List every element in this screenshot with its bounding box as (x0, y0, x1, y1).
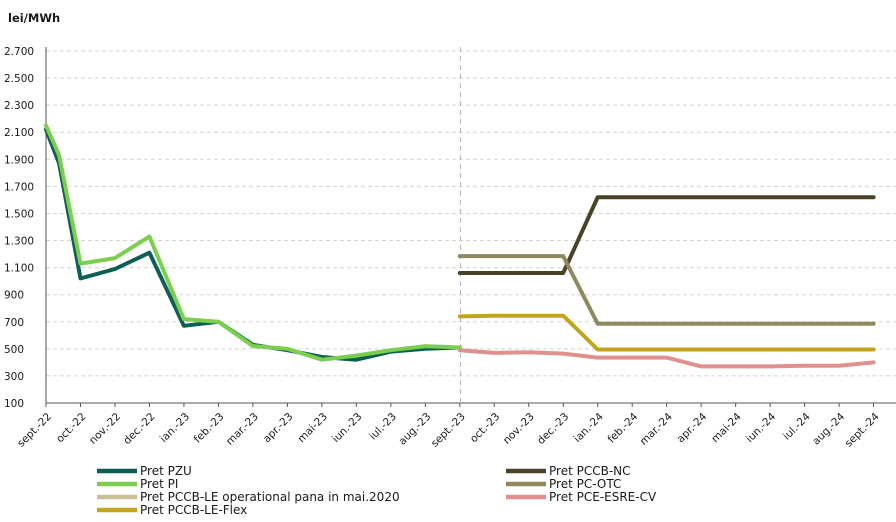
y-tick-label: 1.100 (4, 263, 34, 275)
legend-label: Pret PC-OTC (549, 477, 621, 491)
series-line-pret-pccb-nc (457, 195, 876, 275)
x-tick-label: nov.-22 (87, 411, 123, 447)
x-tick-label: ian.-24 (572, 410, 607, 445)
y-tick-label: 1.500 (4, 208, 34, 220)
y-tick-label: 700 (4, 317, 24, 329)
x-tick-label: apr.-23 (261, 411, 296, 446)
y-axis-ticks: 100 300 500 700 900 1.100 1.300 1.500 1.700 1.900… (4, 46, 34, 410)
x-tick-label: sept.-23 (429, 411, 468, 450)
x-tick-label: aug.-23 (396, 411, 433, 448)
x-tick-label: oct.-22 (54, 411, 89, 446)
y-tick-label: 2.100 (4, 127, 34, 139)
x-tick-label: sept.-22 (15, 411, 54, 450)
y-tick-label: 500 (4, 344, 24, 356)
y-tick-label: 1.300 (4, 236, 34, 248)
y-tick-label: 2.500 (4, 73, 34, 85)
x-tick-label: ian.-23 (158, 411, 192, 445)
x-tick-label: mai-23 (296, 411, 330, 445)
y-tick-label: 1.700 (4, 181, 34, 193)
y-tick-label: 100 (4, 398, 24, 410)
series-line-pret-pccb-le-flex (457, 313, 876, 352)
y-tick-label: 2.700 (4, 46, 34, 58)
x-tick-label: mai-24 (709, 410, 744, 445)
y-axis-label: lei/MWh (8, 11, 60, 25)
legend-label: Pret PCCB-LE operational pana in mai.202… (140, 490, 400, 504)
x-tick-label: iun.-24 (744, 410, 779, 445)
series-line-pret-pce-esre-cv (457, 348, 876, 369)
y-tick-label: 300 (4, 371, 24, 383)
x-tick-label: feb.-23 (192, 411, 227, 446)
legend-label: Pret PI (140, 477, 178, 491)
x-tick-label: mar.-23 (224, 411, 261, 448)
legend-label: Pret PCCB-NC (549, 464, 631, 478)
series-line-pret-pzu (44, 127, 462, 362)
x-tick-label: apr.-24 (675, 410, 710, 445)
x-tick-label: nov.-23 (501, 411, 537, 447)
x-tick-label: feb.-24 (605, 410, 640, 445)
x-tick-label: dec.-22 (121, 411, 157, 447)
x-tick-label: iul.-24 (781, 410, 813, 442)
x-tick-label: aug.-24 (810, 410, 847, 447)
legend-label: Pret PCCB-LE-Flex (140, 503, 247, 517)
series-line-pret-pc-otc (457, 254, 876, 326)
y-tick-label: 2.300 (4, 100, 34, 112)
x-tick-label: oct.-23 (468, 411, 503, 446)
legend-label: Pret PCE-ESRE-CV (549, 490, 657, 504)
series-line-pret-pi (44, 123, 462, 362)
x-tick-label: sept.-24 (843, 410, 882, 449)
series-lines (44, 123, 876, 369)
x-tick-label: dec.-23 (535, 411, 571, 447)
x-tick-label: iun.-23 (330, 411, 364, 445)
x-tick-label: iul.-23 (367, 411, 399, 443)
y-tick-label: 900 (4, 290, 24, 302)
legend-label: Pret PZU (140, 464, 192, 478)
x-tick-label: mar.-24 (638, 410, 675, 447)
y-tick-label: 1.900 (4, 154, 34, 166)
